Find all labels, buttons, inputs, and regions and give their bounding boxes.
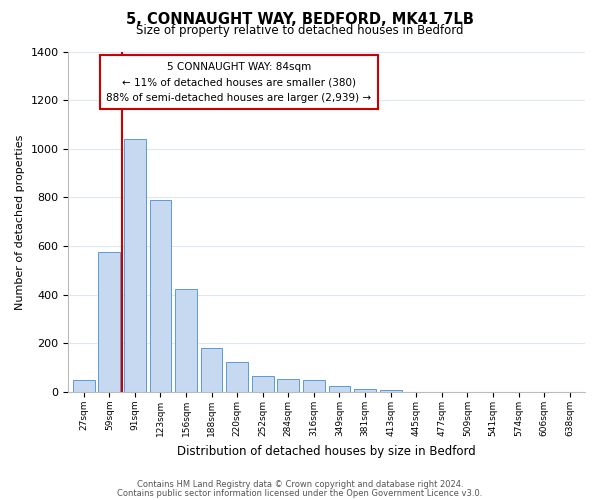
Bar (175, 288, 197, 392)
Bar (98, 252, 120, 392)
Bar (226, 362, 248, 392)
Text: 5 CONNAUGHT WAY: 84sqm
← 11% of detached houses are smaller (380)
88% of semi-de: 5 CONNAUGHT WAY: 84sqm ← 11% of detached… (106, 62, 371, 103)
Bar (73, 380, 95, 392)
Text: Contains HM Land Registry data © Crown copyright and database right 2024.: Contains HM Land Registry data © Crown c… (137, 480, 463, 489)
Bar (380, 390, 401, 392)
Text: 5, CONNAUGHT WAY, BEDFORD, MK41 7LB: 5, CONNAUGHT WAY, BEDFORD, MK41 7LB (126, 12, 474, 28)
Y-axis label: Number of detached properties: Number of detached properties (15, 134, 25, 310)
X-axis label: Distribution of detached houses by size in Bedford: Distribution of detached houses by size … (178, 444, 476, 458)
Bar (277, 379, 299, 392)
Bar (354, 388, 376, 392)
Bar (124, 139, 146, 392)
Bar (201, 348, 223, 392)
Bar (149, 200, 172, 392)
Bar (303, 380, 325, 392)
Bar (329, 386, 350, 392)
Text: Contains public sector information licensed under the Open Government Licence v3: Contains public sector information licen… (118, 489, 482, 498)
Bar (252, 376, 274, 392)
Text: Size of property relative to detached houses in Bedford: Size of property relative to detached ho… (136, 24, 464, 37)
